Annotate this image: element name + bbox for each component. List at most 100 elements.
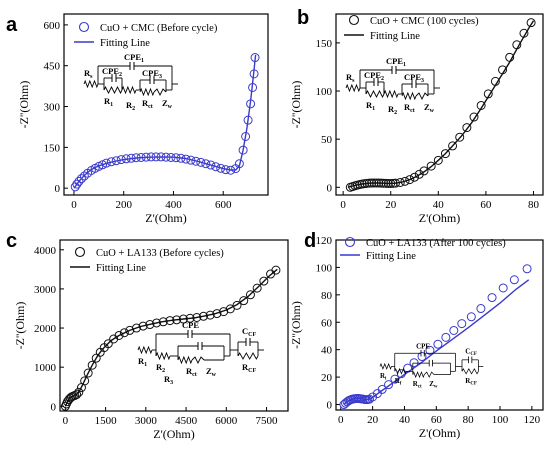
circuit-label-main: R [388,104,395,114]
circuit-label: R2 [126,100,135,112]
circuit-label-main: R [413,380,419,388]
y-tick-label: 0 [327,400,333,412]
y-tick-label: 60 [321,317,333,329]
x-axis-label: Z'(Ohm) [153,427,194,441]
series-fitting-line [347,20,535,188]
data-point [498,283,508,293]
legend-entry: CuO + LA133 (Before cycles) [96,248,224,259]
data-point [457,319,467,329]
resistor-symbol [394,367,407,375]
data-point [410,172,420,182]
data-point [448,141,458,151]
panel-d: d 0 20 40 60 80 100 120 0 20 40 60 80 100 120 Z'(Ohm) -Z… [289,230,544,440]
data-point [433,339,443,349]
resistor-symbol [121,85,137,95]
circuit-label-main: CPE [102,66,119,76]
legend-marker-swatch [344,236,356,248]
circuit-label: Rct [186,366,197,378]
circuit-label-sub: s [90,74,93,80]
circuit-label-sub: 2 [119,72,122,78]
legend-entry: Fitting Line [370,31,420,42]
circuit-label-main: R [84,68,91,78]
y-axis-label: -Z''(Ohm) [17,81,31,129]
data-point [409,358,419,368]
circuit-label-sub: 1 [144,362,147,368]
data-point [138,321,148,331]
circuit-label-sub: 2 [132,106,135,112]
data-point [487,293,497,303]
y-axis-label: -Z''(Ohm) [13,302,27,350]
circuit-label-main: Z [162,98,168,108]
data-point [522,264,532,274]
warburg-symbol [424,371,435,378]
circuit-label: CPE [416,342,430,350]
warburg-symbol [153,88,167,97]
circuit-label: CPE2 [102,66,122,78]
data-point [201,159,211,169]
circuit-label: Rs [84,68,93,80]
circuit-label: Zw [162,98,173,110]
plot-area [339,264,532,410]
circuit-label-sub: i [385,377,387,382]
circuit-label: CPE3 [142,68,162,80]
data-point [377,384,387,394]
panel-letter: a [6,14,18,36]
circuit-label: Rct [413,380,422,390]
circuit-label-sub: w [430,108,435,114]
x-tick-label: 40 [399,414,411,426]
circuit-label: R1 [104,96,113,108]
x-tick-label: 120 [524,414,541,426]
data-point [87,360,97,370]
resistor-symbol [401,91,417,101]
plot-frame [63,13,269,196]
circuit-label-main: R [142,98,149,108]
circuit-label-main: R [164,374,171,384]
legend-entry: Fitting Line [100,38,150,49]
x-tick-label: 0 [340,199,346,211]
circuit-label: Ri [380,372,387,382]
data-point [466,312,476,322]
resistor-symbol [365,89,385,99]
y-tick-label: 3000 [34,284,57,296]
circuit-label-main: R [346,72,353,82]
data-point [83,368,93,378]
circuit-label: Rct [142,98,153,110]
y-tick-label: 1000 [34,362,57,374]
circuit-label-main: R [465,377,471,385]
circuit-label-main: CPE [142,68,159,78]
x-tick-label: 40 [433,199,445,211]
circuit-label: R1 [138,356,147,368]
y-axis-label: -Z''(Ohm) [289,301,303,349]
resistor-symbol [237,352,259,360]
circuit-label-main: R [395,377,401,385]
circuit-label-sub: ct [418,385,422,390]
data-point [125,325,135,335]
data-point [234,159,244,169]
circuit-label-main: R [380,372,386,380]
circuit-label: Rf [395,377,402,387]
circuit-label-main: R [156,362,163,372]
data-point [476,304,486,314]
y-tick-label: 80 [321,290,333,302]
circuit-label-sub: ct [148,104,153,110]
x-tick-label: 0 [63,415,69,427]
circuit-label: CCF [465,347,477,357]
circuit-label-main: R [366,100,373,110]
circuit-label-sub: 3 [159,74,162,80]
circuit-label-main: R [126,100,133,110]
resistor-symbol [103,85,123,95]
circuit-label-sub: 1 [141,58,144,64]
data-point [425,345,435,355]
warburg-symbol [191,356,205,365]
circuit-label-sub: 2 [162,368,165,374]
circuit-label: Zw [429,380,438,390]
circuit-label-sub: w [212,372,217,378]
circuit-label: CPE3 [404,72,424,84]
x-tick-label: 3000 [135,415,158,427]
legend-entry: Fitting Line [96,263,146,274]
resistor-symbol [379,362,392,370]
panel-a: a 0 200 400 600 0 150 300 450 600 Z'(Ohm) -Z''(Ohm)… [6,13,269,225]
x-tick-label: 80 [463,414,475,426]
data-point [239,296,249,306]
circuit-label-sub: CF [470,381,477,386]
